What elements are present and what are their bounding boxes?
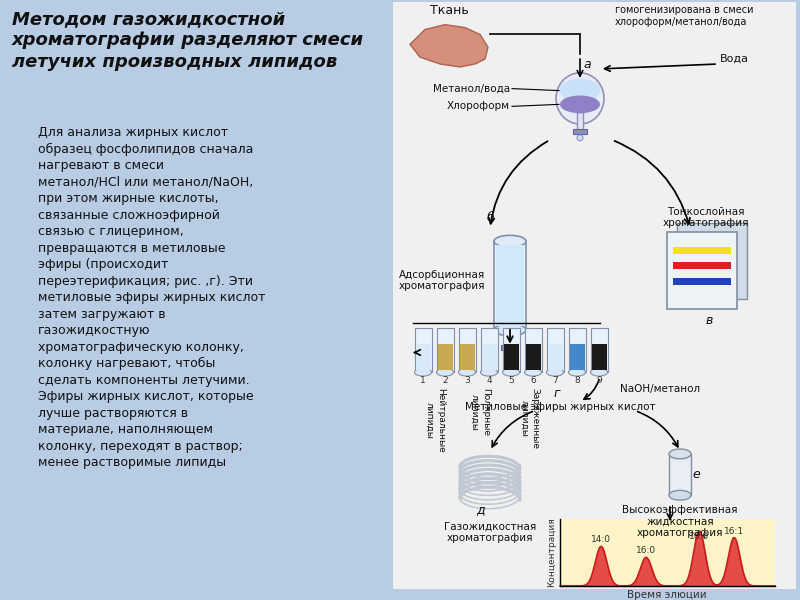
Text: 7: 7 bbox=[552, 376, 558, 385]
Ellipse shape bbox=[577, 135, 583, 141]
Text: Хлороформ: Хлороформ bbox=[447, 101, 510, 112]
Text: Адсорбционная
хроматография: Адсорбционная хроматография bbox=[398, 270, 485, 292]
Text: е: е bbox=[692, 468, 700, 481]
Text: 2: 2 bbox=[442, 376, 448, 385]
Text: Вода: Вода bbox=[720, 54, 749, 64]
FancyBboxPatch shape bbox=[673, 262, 731, 269]
FancyBboxPatch shape bbox=[416, 344, 431, 370]
FancyBboxPatch shape bbox=[415, 328, 432, 372]
Text: 1: 1 bbox=[420, 376, 426, 385]
Text: д: д bbox=[476, 503, 485, 517]
Text: Полярные
липиды: Полярные липиды bbox=[470, 388, 490, 436]
Polygon shape bbox=[505, 330, 515, 346]
Text: в: в bbox=[706, 314, 714, 327]
Text: Ткань: Ткань bbox=[430, 4, 469, 17]
Text: Нейтральные
липиды: Нейтральные липиды bbox=[426, 388, 445, 452]
Text: Метанол/вода: Метанол/вода bbox=[433, 83, 510, 94]
Text: гомогенизирована в смеси
хлороформ/метанол/вода: гомогенизирована в смеси хлороформ/метан… bbox=[615, 5, 754, 26]
Text: Для анализа жирных кислот
образец фосфолипидов сначала
нагревают в смеси
метанол: Для анализа жирных кислот образец фосфол… bbox=[38, 126, 266, 469]
Ellipse shape bbox=[481, 368, 498, 376]
FancyBboxPatch shape bbox=[496, 245, 524, 326]
Ellipse shape bbox=[458, 368, 475, 376]
Text: 16:0: 16:0 bbox=[636, 547, 656, 556]
Text: 14:0: 14:0 bbox=[591, 535, 611, 544]
Text: 3: 3 bbox=[464, 376, 470, 385]
Text: Концентрация: Концентрация bbox=[547, 517, 556, 587]
FancyBboxPatch shape bbox=[573, 129, 587, 134]
FancyBboxPatch shape bbox=[673, 247, 731, 254]
Text: Заряженные
липиды: Заряженные липиды bbox=[520, 388, 540, 449]
Ellipse shape bbox=[494, 235, 526, 247]
Ellipse shape bbox=[546, 368, 563, 376]
Ellipse shape bbox=[669, 449, 691, 459]
FancyBboxPatch shape bbox=[592, 344, 607, 370]
Ellipse shape bbox=[502, 368, 519, 376]
FancyBboxPatch shape bbox=[569, 328, 586, 372]
FancyBboxPatch shape bbox=[501, 344, 519, 350]
Ellipse shape bbox=[669, 490, 691, 500]
Text: NaOH/метанол: NaOH/метанол bbox=[620, 384, 700, 394]
Ellipse shape bbox=[437, 368, 454, 376]
Ellipse shape bbox=[560, 79, 600, 103]
Polygon shape bbox=[410, 25, 488, 67]
FancyBboxPatch shape bbox=[525, 328, 542, 372]
FancyBboxPatch shape bbox=[482, 344, 497, 370]
FancyBboxPatch shape bbox=[560, 519, 775, 586]
FancyBboxPatch shape bbox=[547, 328, 564, 372]
Text: 8: 8 bbox=[574, 376, 580, 385]
FancyBboxPatch shape bbox=[591, 328, 608, 372]
FancyBboxPatch shape bbox=[459, 328, 476, 372]
Text: 5: 5 bbox=[508, 376, 514, 385]
Text: Высокоэффективная
жидкостная
хроматография: Высокоэффективная жидкостная хроматограф… bbox=[622, 505, 738, 538]
FancyBboxPatch shape bbox=[504, 344, 519, 370]
Ellipse shape bbox=[560, 95, 600, 113]
FancyBboxPatch shape bbox=[667, 232, 737, 309]
FancyBboxPatch shape bbox=[481, 328, 498, 372]
FancyBboxPatch shape bbox=[526, 344, 541, 370]
FancyBboxPatch shape bbox=[460, 344, 475, 370]
Ellipse shape bbox=[494, 324, 526, 336]
FancyBboxPatch shape bbox=[673, 278, 731, 284]
FancyBboxPatch shape bbox=[669, 454, 691, 495]
FancyBboxPatch shape bbox=[437, 328, 454, 372]
Text: а: а bbox=[583, 58, 590, 71]
Text: г: г bbox=[554, 388, 560, 400]
Ellipse shape bbox=[556, 73, 604, 124]
FancyBboxPatch shape bbox=[494, 241, 526, 330]
FancyBboxPatch shape bbox=[577, 112, 583, 130]
Text: 16:0: 16:0 bbox=[689, 532, 710, 541]
Text: 16:1: 16:1 bbox=[724, 527, 744, 536]
Ellipse shape bbox=[525, 368, 542, 376]
Text: Метиловые эфиры жирных кислот: Метиловые эфиры жирных кислот bbox=[465, 402, 655, 412]
FancyBboxPatch shape bbox=[677, 223, 747, 299]
FancyBboxPatch shape bbox=[503, 328, 520, 372]
Text: Тонкослойная
хроматография: Тонкослойная хроматография bbox=[662, 207, 750, 229]
Ellipse shape bbox=[414, 368, 431, 376]
Ellipse shape bbox=[590, 368, 607, 376]
Text: б: б bbox=[486, 211, 494, 224]
Text: 6: 6 bbox=[530, 376, 536, 385]
Text: Методом газожидкостной
хроматографии разделяют смеси
летучих производных липидов: Методом газожидкостной хроматографии раз… bbox=[12, 10, 364, 71]
FancyBboxPatch shape bbox=[438, 344, 453, 370]
FancyBboxPatch shape bbox=[548, 344, 563, 370]
FancyBboxPatch shape bbox=[393, 2, 796, 589]
Text: 4: 4 bbox=[486, 376, 492, 385]
Text: Время элюции: Время элюции bbox=[627, 590, 707, 600]
Text: Газожидкостная
хроматография: Газожидкостная хроматография bbox=[444, 522, 536, 544]
Ellipse shape bbox=[569, 368, 586, 376]
Text: 9: 9 bbox=[596, 376, 602, 385]
FancyBboxPatch shape bbox=[570, 344, 585, 370]
